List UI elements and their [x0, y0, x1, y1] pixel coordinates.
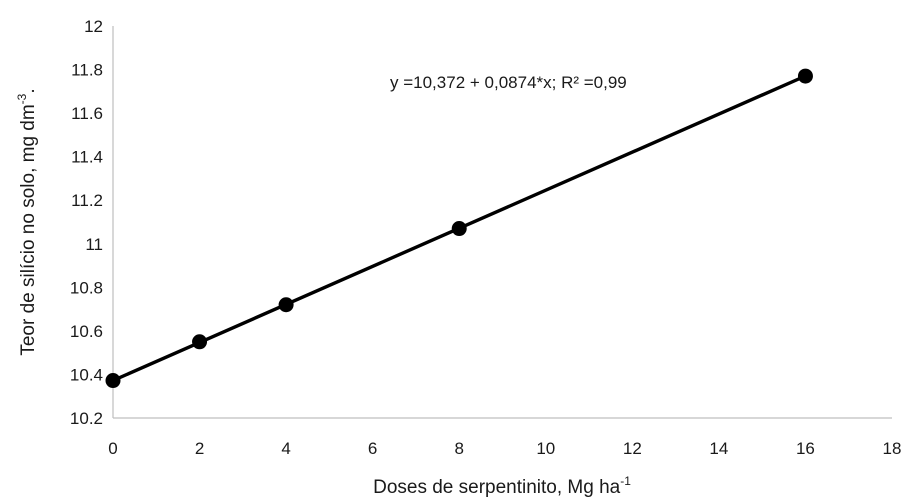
x-tick-label: 14: [709, 439, 728, 458]
y-axis-title-main: Teor de silício no solo, mg dm: [18, 104, 39, 355]
y-tick-label: 12: [84, 17, 103, 36]
x-tick-label: 18: [883, 439, 902, 458]
y-axis-title-superscript: -3: [15, 93, 29, 104]
y-tick-label: 11: [85, 235, 103, 254]
y-tick-label: 10.8: [70, 278, 103, 297]
x-tick-label: 2: [195, 439, 204, 458]
data-point: [105, 373, 121, 389]
x-tick-labels: 0 2 4 6 8 10 12 14 16 18: [108, 439, 901, 458]
y-axis-title-suffix: .: [18, 88, 39, 93]
x-tick-label: 6: [368, 439, 377, 458]
y-tick-label: 11.2: [71, 191, 103, 210]
y-tick-label: 11.6: [71, 104, 103, 123]
y-axis-title: Teor de silício no solo, mg dm-3.: [15, 88, 39, 355]
x-tick-label: 12: [623, 439, 642, 458]
x-axis-title-superscript: -1: [620, 474, 631, 488]
x-axis-title: Doses de serpentinito, Mg ha-1: [373, 474, 631, 498]
x-axis-title-main: Doses de serpentinito, Mg ha: [373, 477, 621, 498]
y-tick-label: 10.4: [70, 365, 103, 384]
data-point: [278, 297, 294, 313]
y-tick-label: 11.8: [71, 61, 103, 80]
data-point: [797, 68, 813, 84]
data-point: [451, 221, 467, 237]
y-tick-label: 10.6: [70, 322, 103, 341]
y-tick-label: 11.4: [71, 148, 103, 167]
axes: [112, 26, 892, 419]
x-tick-label: 16: [796, 439, 815, 458]
x-tick-label: 10: [536, 439, 555, 458]
series-layer: [105, 68, 813, 389]
y-tick-labels: 10.2 10.4 10.6 10.8 11 11.2 11.4 11.6 11.8 12: [70, 17, 103, 428]
x-tick-label: 8: [454, 439, 463, 458]
y-tick-label: 10.2: [70, 409, 103, 428]
x-tick-label: 0: [108, 439, 117, 458]
data-point: [192, 334, 208, 350]
regression-equation: y =10,372 + 0,0874*x; R² =0,99: [390, 73, 627, 92]
x-tick-label: 4: [281, 439, 290, 458]
